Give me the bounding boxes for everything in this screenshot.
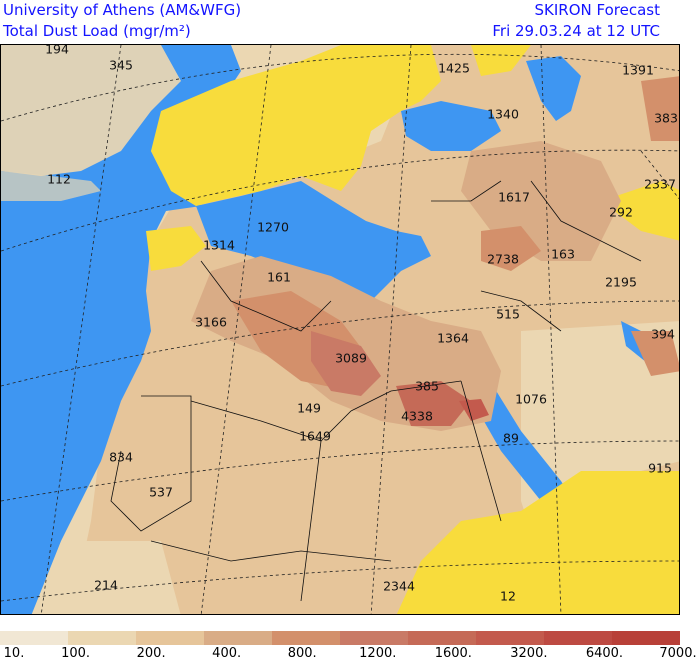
dust-value-label: 915: [648, 460, 672, 476]
institution-title: University of Athens (AM&WFG): [3, 1, 242, 19]
colorbar-tick-label: 3200.: [510, 646, 548, 661]
dust-value-label: 3166: [195, 314, 227, 330]
dust-value-label: 194: [45, 44, 69, 57]
dust-value-label: 1270: [257, 219, 289, 235]
dust-value-label: 1617: [498, 189, 530, 205]
dust-value-label: 394: [651, 326, 675, 342]
dust-map: 194 345 1425 1391 383 1340 112 1617 2337 292 1270 1…: [0, 44, 680, 615]
dust-value-label: 4338: [401, 408, 433, 424]
dust-value-label: 2344: [383, 578, 415, 594]
dust-value-label: 1076: [515, 391, 547, 407]
dust-value-label: 1340: [487, 106, 519, 122]
colorbar-swatch: [612, 631, 680, 645]
colorbar-swatch: [544, 631, 612, 645]
colorbar-tick-label: 10.: [3, 646, 25, 661]
colorbar-tick-label: 200.: [136, 646, 166, 661]
colorbar-tick-label: 800.: [287, 646, 317, 661]
colorbar-swatch: [476, 631, 544, 645]
colorbar-tick-label: 1600.: [434, 646, 472, 661]
dust-value-label: 292: [609, 204, 633, 220]
dust-value-label: 2195: [605, 274, 637, 290]
colorbar-swatch: [408, 631, 476, 645]
dust-value-label: 383: [654, 110, 678, 126]
dust-value-label: 163: [551, 246, 575, 262]
dust-value-label: 345: [109, 57, 133, 73]
dust-value-label: 2738: [487, 251, 519, 267]
dust-value-label: 1425: [438, 60, 470, 76]
dust-value-label: 214: [94, 577, 118, 593]
colorbar-tick-label: 100.: [61, 646, 91, 661]
colorbar-ticks: 10. 100. 200. 400. 800. 1200. 1600. 3200. 6400. 7…: [0, 646, 700, 662]
colorbar: [0, 631, 680, 645]
dust-value-label: 12: [500, 588, 516, 604]
forecast-title: SKIRON Forecast: [534, 1, 660, 19]
dust-value-label: 161: [267, 269, 291, 285]
colorbar-tick-label: 6400.: [585, 646, 624, 661]
dust-value-label: 149: [297, 400, 321, 416]
dust-value-label: 537: [149, 484, 173, 500]
colorbar-swatch: [340, 631, 408, 645]
dust-value-label: 89: [503, 430, 519, 446]
dust-value-label: 1364: [437, 330, 469, 346]
colorbar-swatch: [272, 631, 340, 645]
colorbar-swatch: [204, 631, 272, 645]
dust-value-label: 1391: [622, 62, 654, 78]
dust-value-label: 834: [109, 449, 133, 465]
dust-value-label: 1314: [203, 237, 235, 253]
dust-value-label: 1649: [299, 428, 331, 444]
dust-value-label: 385: [415, 378, 439, 394]
colorbar-tick-label: 7000.: [659, 646, 697, 661]
dust-value-label: 112: [47, 171, 71, 187]
dust-value-label: 2337: [644, 176, 676, 192]
colorbar-tick-label: 1200.: [359, 646, 397, 661]
colorbar-swatch: [136, 631, 204, 645]
product-title: Total Dust Load (mgr/m²): [3, 22, 191, 40]
valid-time: Fri 29.03.24 at 12 UTC: [492, 22, 660, 40]
dust-value-label: 3089: [335, 350, 367, 366]
dust-value-label: 515: [496, 306, 520, 322]
map-graphic: [1, 45, 679, 614]
colorbar-swatch: [68, 631, 136, 645]
colorbar-swatch: [0, 631, 68, 645]
colorbar-tick-label: 400.: [212, 646, 242, 661]
